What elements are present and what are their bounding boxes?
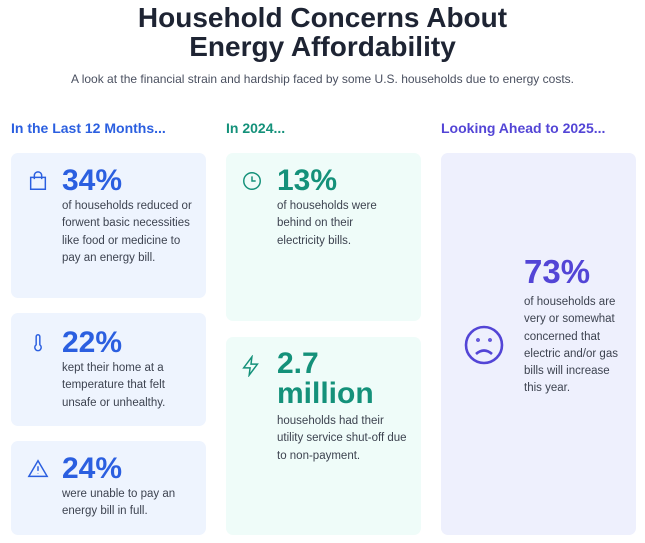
stat-value: 24% bbox=[62, 452, 123, 485]
stat-card-34: 34% of households reduced or forwent bas… bbox=[11, 153, 206, 298]
clock-icon bbox=[243, 172, 261, 190]
stat-card-73: 73% of households are very or somewhat c… bbox=[441, 153, 636, 535]
stat-card-2-7-million: 2.7 million households had their utility… bbox=[226, 337, 421, 535]
subtitle: A look at the financial strain and hards… bbox=[71, 72, 574, 86]
stat-value: 73% bbox=[524, 253, 591, 290]
stat-card-22: 22% kept their home at a temperature tha… bbox=[11, 313, 206, 426]
stat-description: of households reduced or forwent basic n… bbox=[62, 200, 192, 264]
stat-card-24: 24% were unable to pay an energy bill in… bbox=[11, 441, 206, 535]
sad-face-icon bbox=[464, 325, 504, 365]
stat-value: 22% bbox=[62, 326, 123, 359]
column-heading-2024: In 2024... bbox=[226, 120, 286, 136]
stat-card-13: 13% of households were behind on their e… bbox=[226, 153, 421, 321]
stat-value: 34% bbox=[62, 164, 123, 197]
stat-description: of households were behind on their elect… bbox=[277, 200, 377, 247]
stat-value: 13% bbox=[277, 164, 338, 197]
warning-icon bbox=[27, 459, 49, 478]
column-heading-2025: Looking Ahead to 2025... bbox=[441, 120, 606, 136]
page-title: Household Concerns About Energy Affordabi… bbox=[137, 2, 508, 62]
stat-value: 2.7 million bbox=[277, 347, 374, 410]
stat-description: were unable to pay an energy bill in ful… bbox=[62, 488, 176, 518]
thermometer-icon bbox=[34, 334, 42, 352]
stat-description: kept their home at a temperature that fe… bbox=[62, 362, 166, 409]
column-heading-last-12-months: In the Last 12 Months... bbox=[11, 120, 166, 136]
shopping-bag-icon bbox=[29, 171, 47, 190]
stat-description: of households are very or somewhat conce… bbox=[524, 296, 618, 395]
stat-description: households had their utility service shu… bbox=[277, 415, 407, 462]
lightning-icon bbox=[242, 355, 259, 377]
